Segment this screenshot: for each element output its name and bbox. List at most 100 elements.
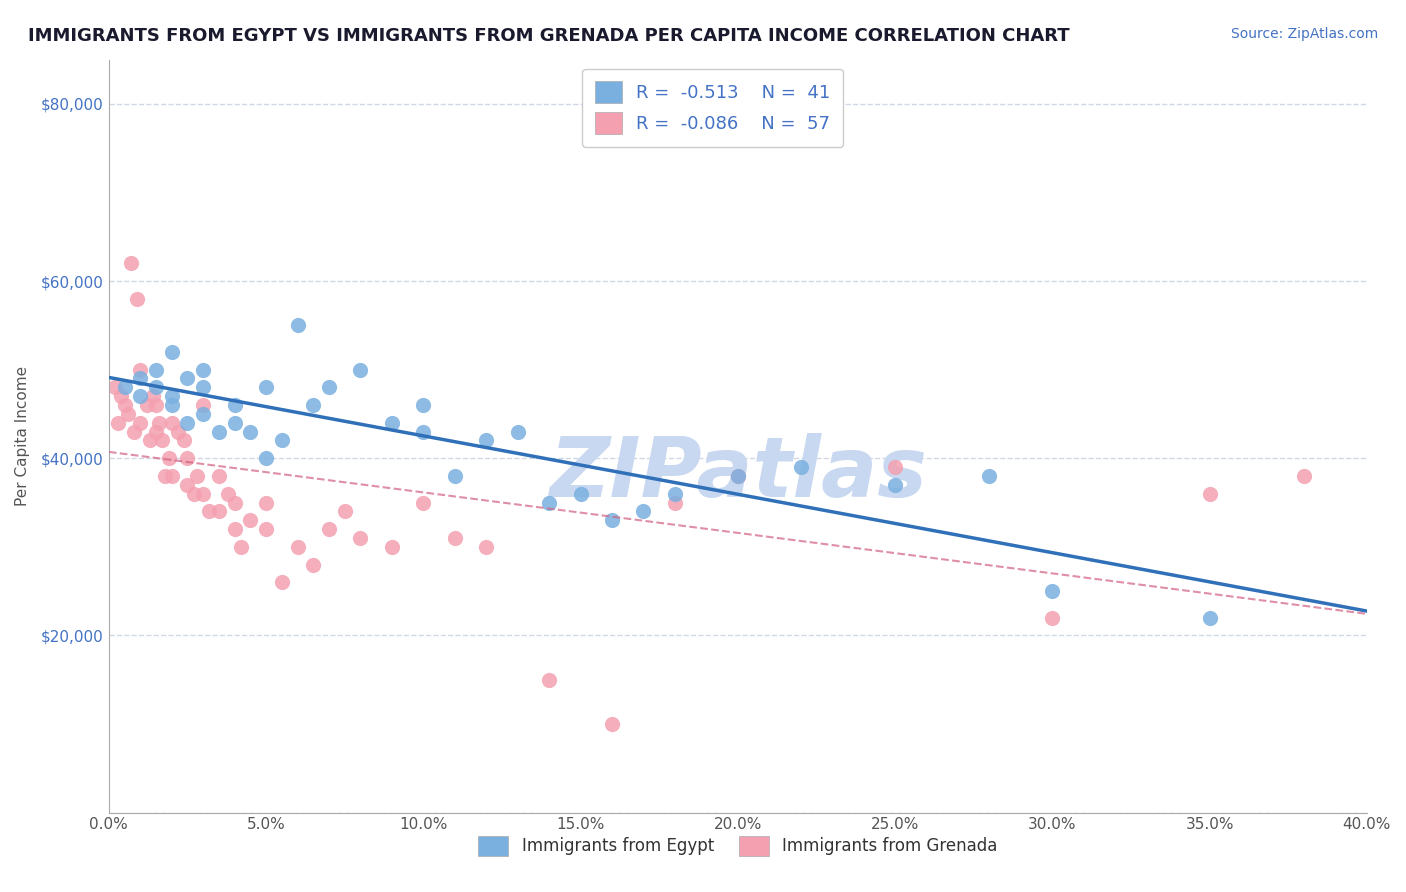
Point	[114, 398, 136, 412]
Point	[633, 504, 655, 518]
Text: IMMIGRANTS FROM EGYPT VS IMMIGRANTS FROM GRENADA PER CAPITA INCOME CORRELATION C: IMMIGRANTS FROM EGYPT VS IMMIGRANTS FROM…	[28, 27, 1070, 45]
Point	[167, 425, 190, 439]
Point	[176, 477, 198, 491]
Point	[412, 398, 434, 412]
Point	[412, 495, 434, 509]
Point	[349, 362, 371, 376]
Point	[114, 380, 136, 394]
Point	[1292, 469, 1315, 483]
Point	[318, 380, 340, 394]
Point	[727, 469, 749, 483]
Point	[239, 425, 262, 439]
Point	[173, 434, 195, 448]
Point	[224, 522, 246, 536]
Point	[979, 469, 1001, 483]
Point	[270, 434, 292, 448]
Point	[145, 362, 167, 376]
Point	[127, 292, 149, 306]
Point	[381, 416, 404, 430]
Point	[107, 416, 129, 430]
Point	[160, 398, 183, 412]
Point	[145, 425, 167, 439]
Point	[176, 451, 198, 466]
Point	[229, 540, 252, 554]
Point	[193, 362, 215, 376]
Point	[506, 425, 529, 439]
Point	[381, 540, 404, 554]
Point	[129, 389, 152, 403]
Point	[318, 522, 340, 536]
Y-axis label: Per Capita Income: Per Capita Income	[15, 366, 30, 506]
Point	[183, 486, 205, 500]
Point	[208, 469, 231, 483]
Point	[160, 345, 183, 359]
Point	[135, 398, 157, 412]
Point	[1198, 486, 1220, 500]
Point	[148, 416, 170, 430]
Point	[475, 434, 498, 448]
Point	[198, 504, 221, 518]
Point	[193, 486, 215, 500]
Legend: R =  -0.513    N =  41, R =  -0.086    N =  57: R = -0.513 N = 41, R = -0.086 N = 57	[582, 69, 844, 147]
Point	[110, 389, 132, 403]
Point	[538, 673, 561, 687]
Point	[727, 469, 749, 483]
Point	[254, 495, 277, 509]
Point	[160, 416, 183, 430]
Point	[117, 407, 139, 421]
Point	[224, 416, 246, 430]
Point	[254, 451, 277, 466]
Point	[155, 469, 177, 483]
Point	[287, 318, 309, 333]
Point	[443, 469, 465, 483]
Point	[160, 469, 183, 483]
Point	[193, 407, 215, 421]
Point	[145, 398, 167, 412]
Point	[664, 495, 686, 509]
Point	[412, 425, 434, 439]
Point	[1040, 584, 1063, 599]
Point	[145, 380, 167, 394]
Point	[239, 513, 262, 527]
Point	[790, 460, 813, 475]
Point	[443, 531, 465, 545]
Point	[884, 477, 907, 491]
Point	[129, 371, 152, 385]
Point	[208, 425, 231, 439]
Point	[176, 416, 198, 430]
Point	[193, 380, 215, 394]
Point	[349, 531, 371, 545]
Point	[120, 256, 142, 270]
Point	[176, 371, 198, 385]
Point	[538, 495, 561, 509]
Point	[302, 558, 325, 572]
Point	[475, 540, 498, 554]
Point	[138, 434, 160, 448]
Point	[129, 362, 152, 376]
Point	[333, 504, 356, 518]
Point	[224, 495, 246, 509]
Point	[1198, 610, 1220, 624]
Point	[129, 416, 152, 430]
Point	[217, 486, 239, 500]
Text: Source: ZipAtlas.com: Source: ZipAtlas.com	[1230, 27, 1378, 41]
Point	[157, 451, 180, 466]
Point	[287, 540, 309, 554]
Point	[104, 380, 127, 394]
Point	[224, 398, 246, 412]
Point	[150, 434, 173, 448]
Point	[193, 398, 215, 412]
Point	[569, 486, 592, 500]
Point	[122, 425, 145, 439]
Point	[208, 504, 231, 518]
Point	[600, 513, 623, 527]
Point	[600, 717, 623, 731]
Point	[254, 380, 277, 394]
Point	[186, 469, 208, 483]
Point	[160, 389, 183, 403]
Text: ZIPatlas: ZIPatlas	[548, 434, 927, 514]
Point	[664, 486, 686, 500]
Point	[302, 398, 325, 412]
Point	[1040, 610, 1063, 624]
Point	[142, 389, 165, 403]
